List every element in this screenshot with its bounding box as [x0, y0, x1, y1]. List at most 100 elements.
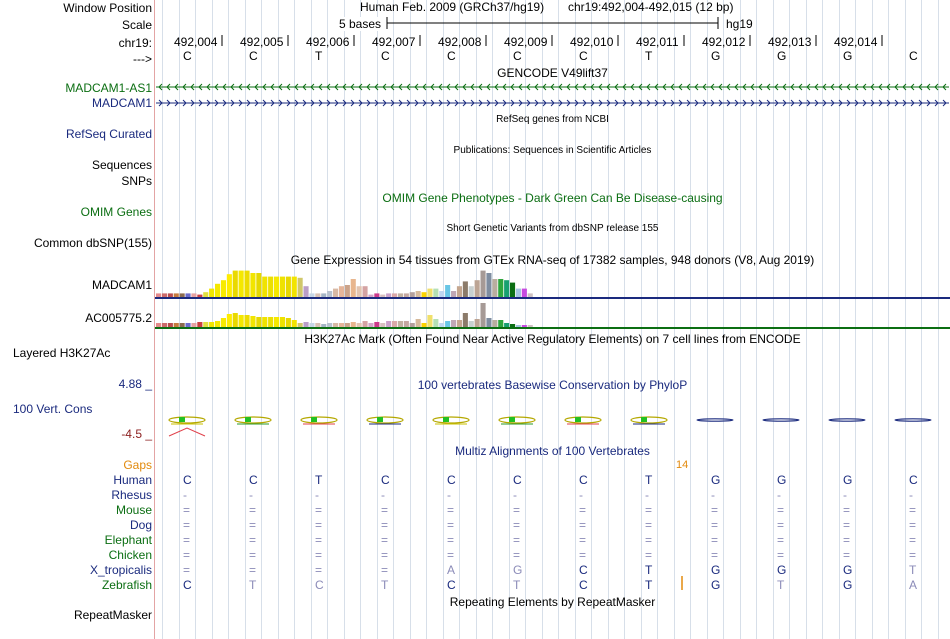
strand-arrow [590, 83, 595, 91]
strand-arrow [294, 83, 299, 91]
strand-arrow [158, 99, 163, 107]
alignment-base: = [711, 548, 719, 562]
gridline [822, 0, 823, 639]
alignment-base: = [579, 518, 587, 532]
gtex-bars-svg[interactable] [155, 268, 950, 332]
gtex-tissue-bar [226, 314, 232, 327]
strand-arrow [806, 83, 811, 91]
gtex-tissue-bar [350, 322, 356, 327]
gtex-tissue-bar [268, 317, 274, 327]
ruler-position-label: 492,013 [768, 35, 812, 49]
alignment-base: - [711, 488, 715, 502]
gridline [558, 0, 559, 639]
species-label[interactable]: X_tropicalis [89, 563, 152, 577]
label-omim-genes[interactable]: OMIM Genes [80, 205, 152, 219]
gtex-tissue-bar [161, 323, 167, 327]
alignment-base: = [183, 518, 191, 532]
alignment-base: C [315, 578, 324, 592]
gtex-tissue-bar [197, 294, 203, 297]
gtex-tissue-bar [250, 316, 256, 327]
reference-base: C [249, 49, 258, 63]
alignment-base: C [249, 473, 258, 487]
label-madcam1-as1[interactable]: MADCAM1-AS1 [65, 81, 152, 95]
alignment-base: = [645, 518, 653, 532]
label-refseq-curated[interactable]: RefSeq Curated [65, 127, 152, 141]
label-layered-h3k27ac[interactable]: Layered H3K27Ac [13, 346, 111, 360]
label-common-dbsnp[interactable]: Common dbSNP(155) [33, 236, 152, 250]
strand-arrow [406, 99, 411, 107]
strand-arrow [574, 83, 579, 91]
alignment-base: = [315, 518, 323, 532]
label-repeatmasker[interactable]: RepeatMasker [73, 608, 152, 622]
label-sequences[interactable]: Sequences [91, 158, 152, 172]
strand-arrow [326, 99, 331, 107]
strand-arrow [158, 83, 163, 91]
gtex-tissue-bar [291, 276, 297, 297]
alignment-base: = [513, 533, 521, 547]
alignment-base: T [645, 473, 653, 487]
strand-arrow [174, 99, 179, 107]
gtex-tissue-bar [274, 317, 280, 327]
conservation-glyph [894, 418, 932, 422]
phylop-track-title: 100 vertebrates Basewise Conservation by… [417, 378, 688, 392]
strand-arrow [422, 83, 427, 91]
strand-arrow [710, 83, 715, 91]
strand-arrow [646, 99, 651, 107]
gtex-tissue-bar [226, 274, 232, 297]
omim-track-title: OMIM Gene Phenotypes - Dark Green Can Be… [382, 191, 723, 205]
label-100-vert-cons[interactable]: 100 Vert. Cons [13, 402, 93, 416]
species-label[interactable]: Human [113, 473, 152, 487]
strand-arrow [710, 99, 715, 107]
gridline [624, 0, 625, 639]
gencode-genes-svg[interactable] [155, 80, 950, 110]
conservation-svg[interactable] [155, 408, 950, 440]
gtex-tissue-bar [527, 325, 533, 327]
species-label[interactable]: Elephant [104, 533, 152, 547]
strand-arrow [462, 83, 467, 91]
species-label[interactable]: Rhesus [111, 488, 152, 502]
gtex-ac005775-bars [156, 303, 533, 327]
strand-arrow [694, 99, 699, 107]
alignment-base: = [381, 563, 389, 577]
gtex-tissue-bar [397, 293, 403, 297]
alignment-base: = [249, 563, 257, 577]
gtex-tissue-bar [179, 323, 185, 327]
species-label[interactable]: Chicken [108, 548, 152, 562]
gtex-tissue-bar [362, 286, 368, 297]
species-label[interactable]: Mouse [115, 503, 152, 517]
strand-arrow [926, 99, 931, 107]
alignment-base: = [249, 548, 257, 562]
strand-arrow [670, 99, 675, 107]
strand-arrow [206, 83, 211, 91]
gtex-tissue-bar [427, 315, 433, 327]
strand-arrow [782, 83, 787, 91]
label-madcam1[interactable]: MADCAM1 [91, 96, 152, 110]
label-snps[interactable]: SNPs [121, 174, 152, 188]
strand-arrow [238, 83, 243, 91]
strand-arrow [286, 83, 291, 91]
alignment-base: = [249, 533, 257, 547]
strand-arrow [790, 99, 795, 107]
strand-arrow [782, 99, 787, 107]
strand-arrow [254, 99, 259, 107]
strand-arrow [574, 99, 579, 107]
gtex-tissue-bar [380, 294, 386, 297]
conservation-glyph [630, 416, 668, 425]
strand-arrow [302, 99, 307, 107]
species-label[interactable]: Zebrafish [101, 578, 152, 592]
gtex-tissue-bar [380, 323, 386, 327]
strand-arrow [766, 83, 771, 91]
label-madcam1-expression[interactable]: MADCAM1 [91, 278, 152, 292]
madcam1-as1-strand-arrows [158, 83, 947, 91]
gridline [575, 0, 576, 639]
browser-image[interactable]: Human Feb. 2009 (GRCh37/hg19) chr19:492,… [155, 0, 950, 639]
gtex-tissue-bar [327, 323, 333, 327]
gtex-tissue-bar [291, 320, 297, 327]
gtex-tissue-bar [344, 323, 350, 327]
strand-arrow [862, 99, 867, 107]
gtex-tissue-bar [392, 293, 398, 297]
species-label[interactable]: Dog [129, 518, 152, 532]
label-ac005775[interactable]: AC005775.2 [85, 311, 152, 325]
alignment-base: = [447, 548, 455, 562]
gridline [872, 0, 873, 639]
